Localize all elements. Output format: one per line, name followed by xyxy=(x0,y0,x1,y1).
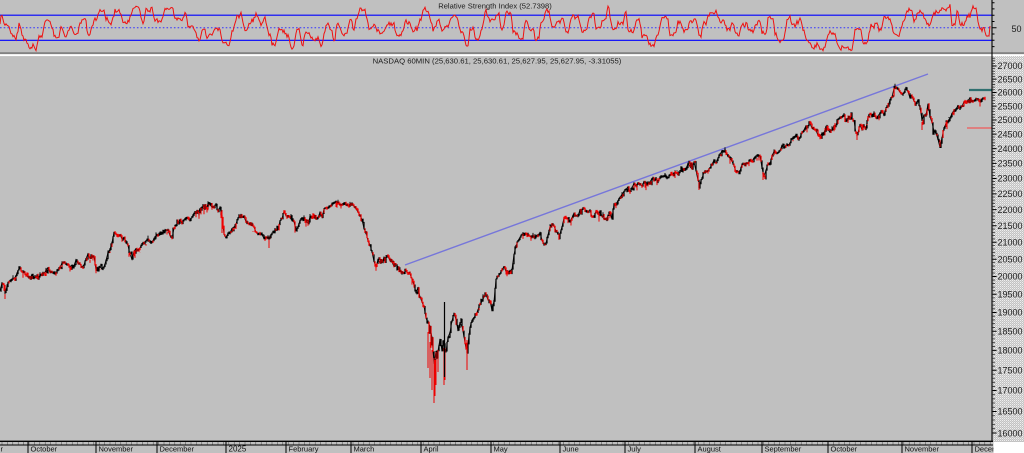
svg-text:23500: 23500 xyxy=(998,159,1023,169)
svg-text:August: August xyxy=(698,444,722,453)
svg-text:17000: 17000 xyxy=(998,386,1023,396)
svg-text:20000: 20000 xyxy=(998,272,1023,282)
svg-text:November: November xyxy=(99,444,134,453)
svg-text:Decem: Decem xyxy=(975,444,999,453)
svg-text:22000: 22000 xyxy=(998,205,1023,215)
svg-text:16500: 16500 xyxy=(998,407,1023,417)
svg-text:June: June xyxy=(563,444,579,453)
svg-text:20500: 20500 xyxy=(998,254,1023,264)
svg-text:November: November xyxy=(905,444,940,453)
svg-text:September: September xyxy=(765,444,802,453)
svg-text:17500: 17500 xyxy=(998,365,1023,375)
svg-text:19500: 19500 xyxy=(998,290,1023,300)
svg-text:December: December xyxy=(160,444,195,453)
svg-text:Relative Strength Index (52.73: Relative Strength Index (52.7398) xyxy=(438,1,552,10)
svg-text:2025: 2025 xyxy=(229,444,247,453)
svg-text:16000: 16000 xyxy=(998,428,1023,438)
svg-text:25000: 25000 xyxy=(998,115,1023,125)
svg-text:23000: 23000 xyxy=(998,174,1023,184)
svg-text:50: 50 xyxy=(1012,24,1022,34)
svg-text:July: July xyxy=(628,444,642,453)
svg-text:18000: 18000 xyxy=(998,346,1023,356)
svg-text:October: October xyxy=(831,444,858,453)
svg-text:19000: 19000 xyxy=(998,308,1023,318)
svg-text:April: April xyxy=(424,444,439,453)
svg-text:May: May xyxy=(494,444,508,453)
svg-text:21500: 21500 xyxy=(998,221,1023,231)
svg-text:21000: 21000 xyxy=(998,238,1023,248)
svg-text:22500: 22500 xyxy=(998,189,1023,199)
svg-text:NASDAQ 60MIN (25,630.61, 25,6: NASDAQ 60MIN (25,630.61, 25,630.61, 25,6… xyxy=(373,56,622,65)
svg-text:26500: 26500 xyxy=(998,74,1023,84)
svg-text:r: r xyxy=(1,444,4,453)
svg-text:24500: 24500 xyxy=(998,129,1023,139)
svg-text:February: February xyxy=(289,444,319,453)
svg-text:25500: 25500 xyxy=(998,101,1023,111)
svg-text:October: October xyxy=(31,444,58,453)
svg-text:26000: 26000 xyxy=(998,88,1023,98)
svg-text:March: March xyxy=(354,444,375,453)
svg-text:24000: 24000 xyxy=(998,144,1023,154)
svg-text:27000: 27000 xyxy=(998,61,1023,71)
svg-text:18500: 18500 xyxy=(998,326,1023,336)
